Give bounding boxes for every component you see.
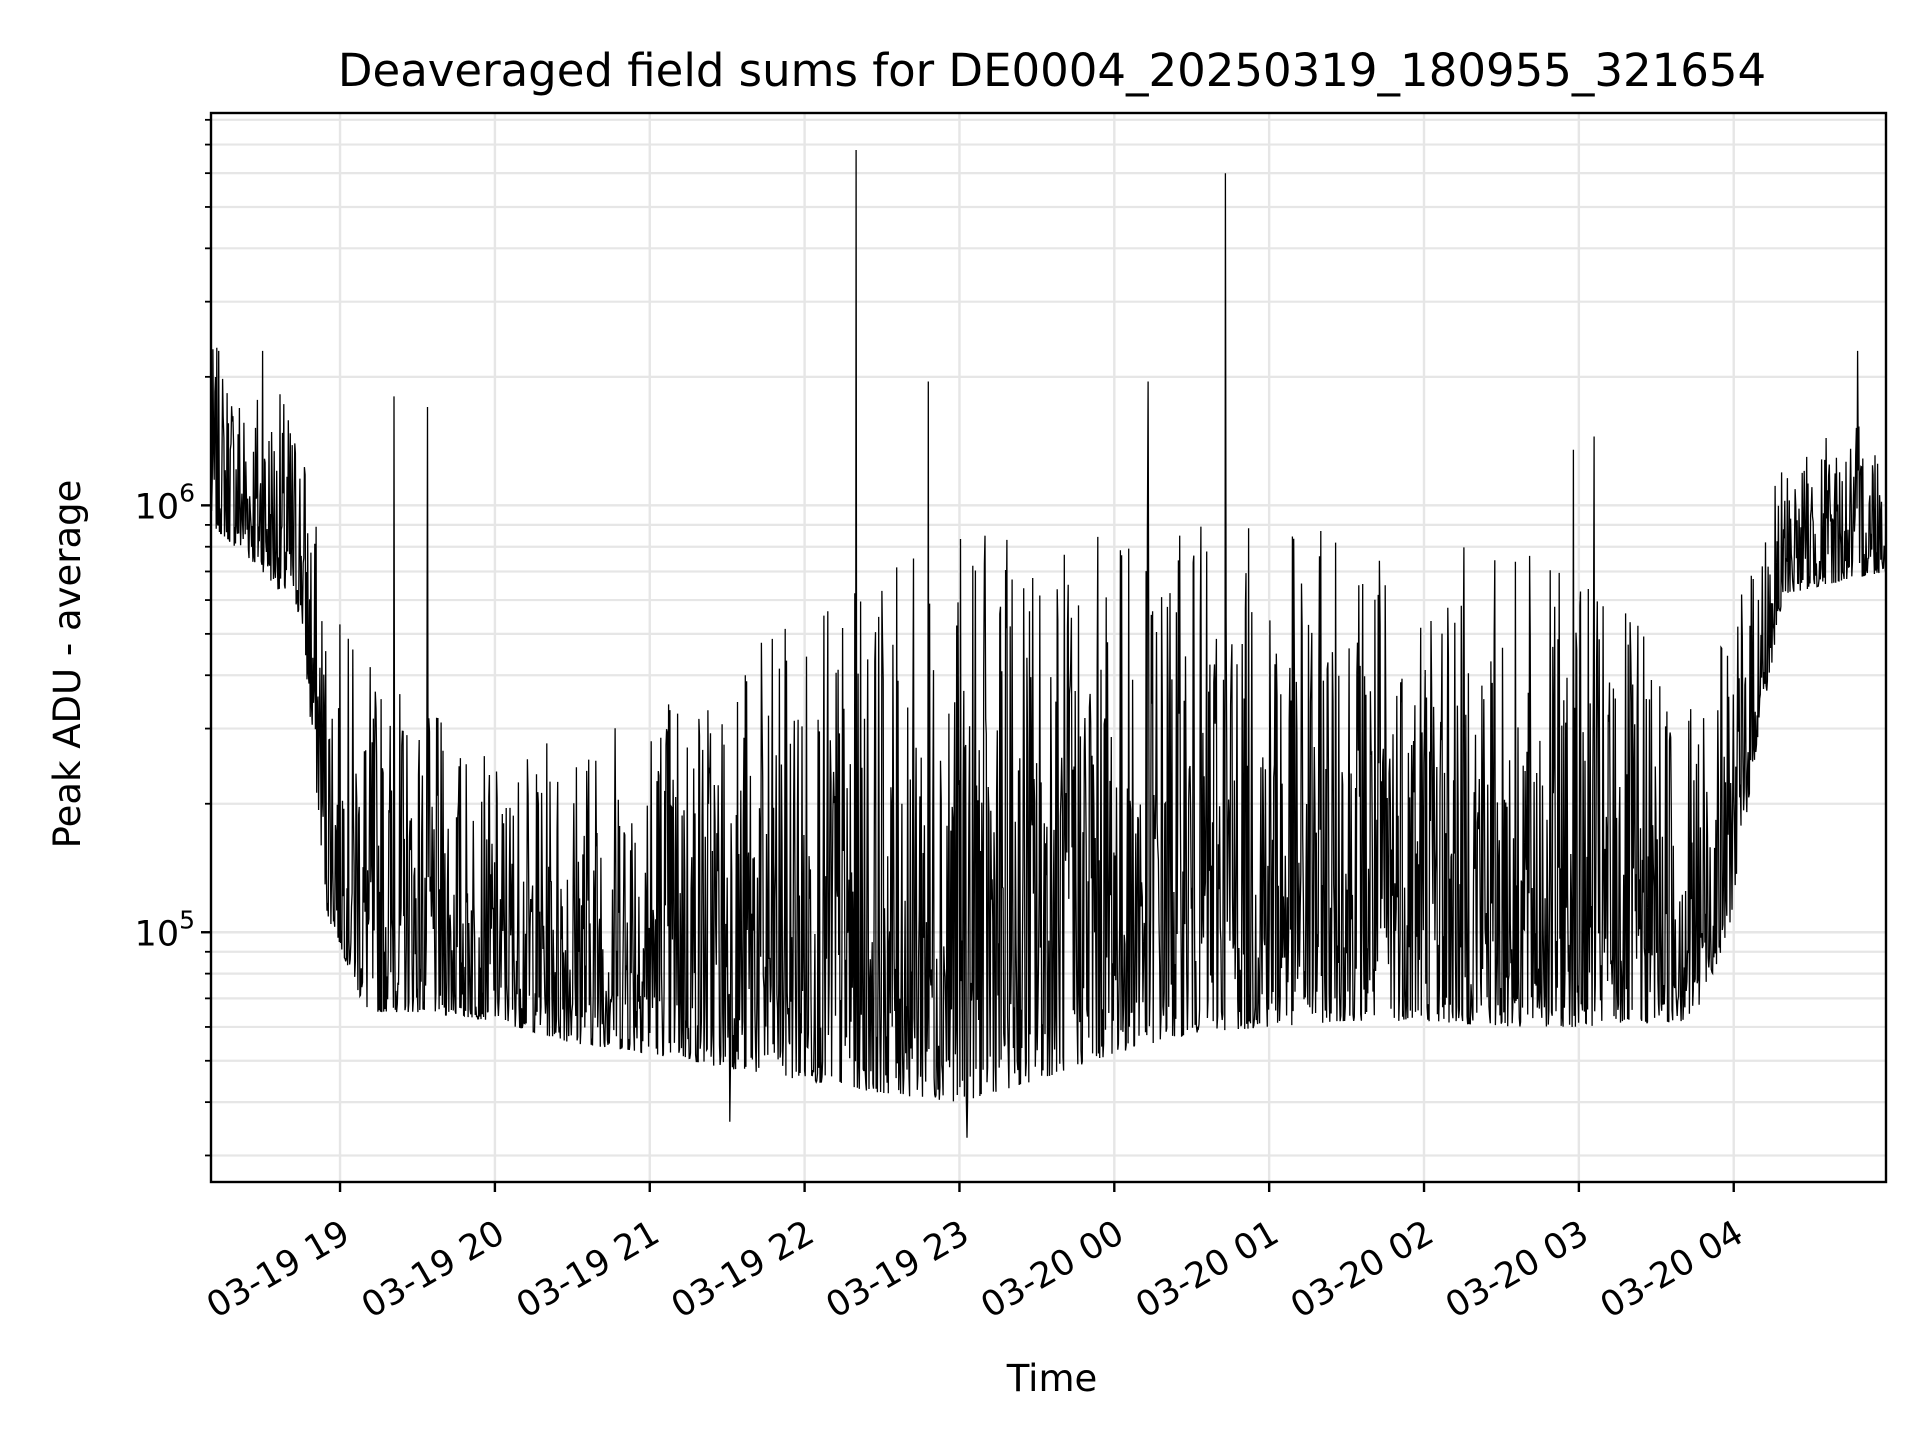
chart-title: Deaveraged field sums for DE0004_2025031… bbox=[338, 44, 1766, 97]
x-axis-label: Time bbox=[1006, 1357, 1098, 1400]
series-line bbox=[210, 149, 1887, 1138]
plot-frame bbox=[209, 111, 1888, 1184]
y-tick-base: 10 bbox=[135, 914, 180, 954]
y-tick-label: 105 bbox=[135, 905, 195, 954]
y-tick-exponent: 5 bbox=[179, 905, 195, 934]
y-tick-exponent: 6 bbox=[179, 478, 195, 507]
y-tick-base: 10 bbox=[135, 487, 180, 527]
y-tick-label: 106 bbox=[135, 478, 195, 527]
y-axis-label: Peak ADU - average bbox=[46, 480, 89, 849]
series-path bbox=[210, 149, 1887, 1138]
